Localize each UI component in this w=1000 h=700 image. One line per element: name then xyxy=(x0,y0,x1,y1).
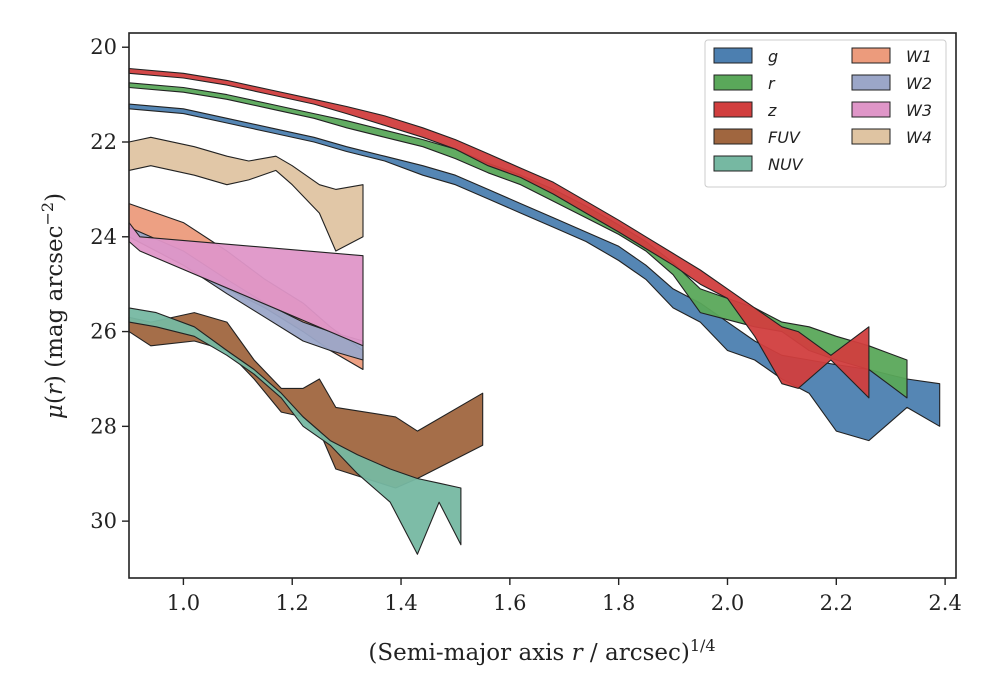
legend-item-w2: W2 xyxy=(851,74,932,93)
x-tick-label: 1.0 xyxy=(167,591,200,615)
legend-swatch xyxy=(713,47,753,64)
x-tick-label: 2.2 xyxy=(820,591,853,615)
legend-item-w4: W4 xyxy=(851,128,932,147)
legend-swatch xyxy=(851,128,891,145)
y-tick-label: 24 xyxy=(90,225,117,249)
legend-item-w1: W1 xyxy=(851,47,932,66)
band-nuv xyxy=(128,307,462,555)
x-tick-label: 1.4 xyxy=(384,591,417,615)
legend-label: z xyxy=(767,101,777,120)
x-ticks: 1.0 1.2 1.4 1.6 1.8 2.0 2.2 2.4 xyxy=(167,578,962,615)
legend-swatch xyxy=(713,101,753,118)
legend-item-fuv: FUV xyxy=(713,128,801,147)
legend: grz FUV NUV W1 W2 W3 W4 xyxy=(704,39,947,188)
legend-swatch xyxy=(713,74,753,91)
band-w4 xyxy=(128,136,364,252)
legend-item-w3: W3 xyxy=(851,101,932,120)
legend-swatch xyxy=(851,47,891,64)
legend-label: W2 xyxy=(906,74,932,93)
x-tick-label: 2.0 xyxy=(711,591,744,615)
legend-label: FUV xyxy=(768,128,801,147)
legend-swatch xyxy=(713,128,753,145)
legend-item-g: g xyxy=(713,47,778,66)
legend-label: W3 xyxy=(906,101,932,120)
x-tick-label: 2.4 xyxy=(928,591,961,615)
y-tick-label: 30 xyxy=(90,509,117,533)
x-axis-label: (Semi-major axis r / arcsec)1/4 xyxy=(368,636,715,666)
band-z xyxy=(128,67,870,399)
legend-label: r xyxy=(768,74,776,93)
legend-swatch xyxy=(851,101,891,118)
y-tick-label: 22 xyxy=(90,130,117,154)
band-g xyxy=(128,103,941,442)
legend-label: NUV xyxy=(768,155,804,174)
y-ticks: 20 22 24 26 28 30 xyxy=(90,35,129,533)
y-tick-label: 20 xyxy=(90,35,117,59)
y-tick-label: 26 xyxy=(90,320,117,344)
plot-frame xyxy=(128,32,957,579)
legend-swatch xyxy=(713,155,753,172)
legend-item-z: z xyxy=(713,101,777,120)
x-tick-label: 1.8 xyxy=(602,591,635,615)
legend-label: W1 xyxy=(906,47,932,66)
legend-swatch xyxy=(851,74,891,91)
x-tick-label: 1.2 xyxy=(276,591,309,615)
legend-item-nuv: NUV xyxy=(713,155,804,174)
x-tick-label: 1.6 xyxy=(493,591,526,615)
svg-text:(Semi-major axis r / arcsec)1/: (Semi-major axis r / arcsec)1/4 xyxy=(368,636,715,666)
legend-item-r: r xyxy=(713,74,776,93)
y-tick-label: 28 xyxy=(90,414,117,438)
svg-text:μ(r) (mag arcsec−2): μ(r) (mag arcsec−2) xyxy=(38,193,68,419)
legend-label: W4 xyxy=(906,128,932,147)
y-axis-label: μ(r) (mag arcsec−2) xyxy=(38,193,68,419)
legend-label: g xyxy=(768,47,778,66)
